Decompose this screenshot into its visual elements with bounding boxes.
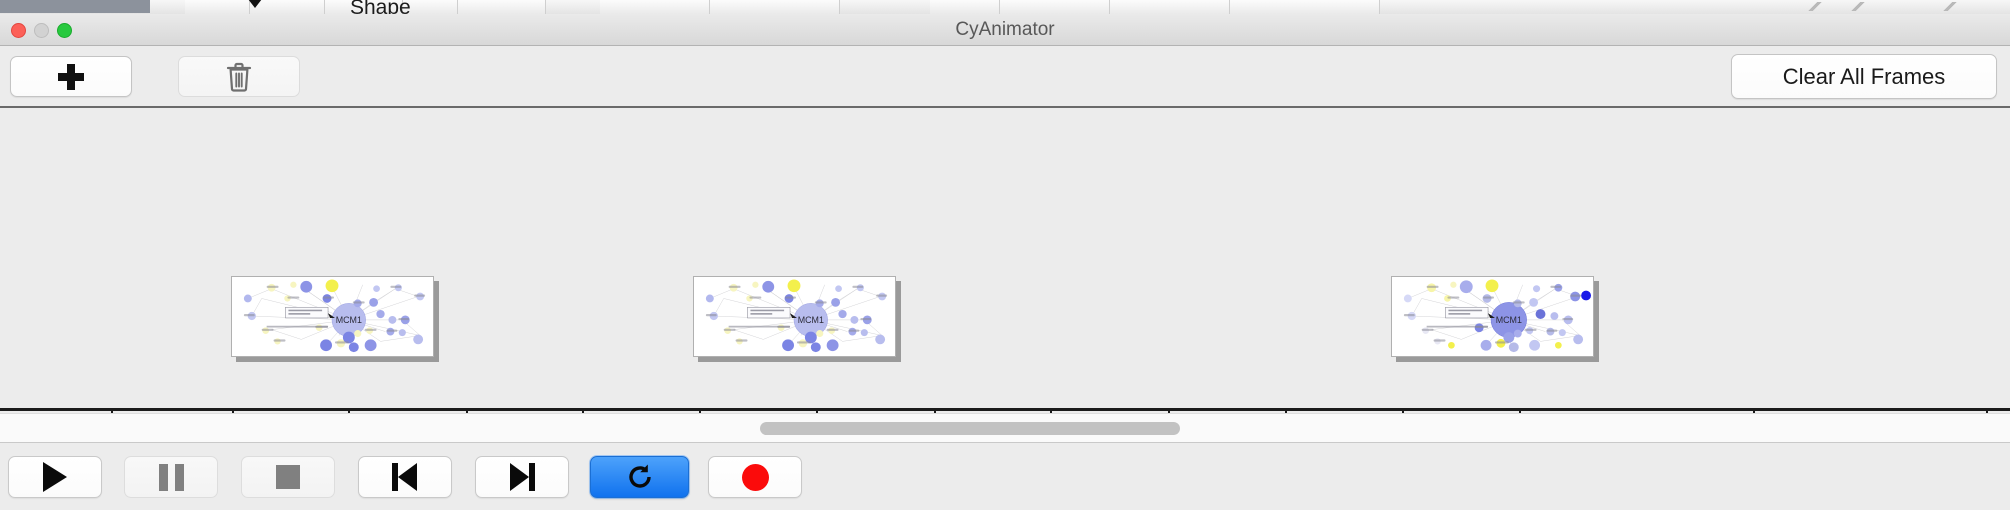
axis-tick-minor	[1986, 411, 1988, 413]
minimize-button[interactable]	[34, 23, 49, 38]
background-window-label: Shape	[350, 0, 411, 15]
resize-grip-icon-2	[1848, 2, 1866, 11]
traffic-lights	[11, 23, 72, 38]
clear-all-frames-button[interactable]: Clear All Frames	[1731, 54, 1997, 99]
window-title: CyAnimator	[955, 19, 1055, 40]
timeline-axis-line	[0, 408, 2010, 411]
stop-icon	[276, 465, 300, 489]
thumbnail-image: MCM1	[231, 276, 434, 357]
frame-thumbnail-2[interactable]: MCM1	[693, 276, 901, 362]
close-button[interactable]	[11, 23, 26, 38]
axis-tick-minor	[1050, 411, 1052, 413]
thumbnail-image: MCM1	[693, 276, 896, 357]
resize-grip-icon-3	[1940, 2, 1958, 11]
network-graph-pale: MCM1	[243, 279, 426, 353]
record-icon	[741, 463, 769, 491]
axis-tick-minor	[1519, 411, 1521, 413]
axis-tick-minor	[111, 411, 113, 413]
network-graph-pale-2: MCM1	[705, 279, 888, 353]
background-cursor-icon	[248, 0, 262, 8]
pause-button[interactable]	[124, 456, 218, 498]
axis-tick-minor	[816, 411, 818, 413]
network-graph-saturated: MCM1	[1403, 279, 1592, 353]
maximize-button[interactable]	[57, 23, 72, 38]
axis-tick-major	[232, 411, 234, 413]
axis-tick-major	[1402, 411, 1404, 413]
loop-icon	[628, 464, 651, 488]
frame-thumbnail-1[interactable]: MCM1	[231, 276, 439, 362]
skip-back-button[interactable]	[358, 456, 452, 498]
toolbar: Clear All Frames	[0, 46, 2010, 108]
axis-tick-major	[1168, 411, 1170, 413]
frames-timeline-panel[interactable]: MCM1	[0, 108, 2010, 413]
timeline-scrollbar[interactable]	[0, 413, 2010, 443]
axis-tick-minor	[582, 411, 584, 413]
axis-tick-major	[466, 411, 468, 413]
skip-back-icon	[392, 463, 418, 491]
svg-text:MCM1: MCM1	[798, 315, 824, 325]
axis-tick-minor	[348, 411, 350, 413]
delete-frame-button[interactable]	[178, 56, 300, 97]
play-button[interactable]	[8, 456, 102, 498]
svg-text:MCM1: MCM1	[1496, 315, 1522, 325]
thumbnail-image: MCM1	[1391, 276, 1594, 357]
playback-controls: Animation Speed:	[0, 444, 2010, 510]
axis-tick-major	[699, 411, 701, 413]
skip-forward-button[interactable]	[475, 456, 569, 498]
record-button[interactable]	[708, 456, 802, 498]
play-icon	[43, 462, 67, 492]
axis-tick-minor	[1285, 411, 1287, 413]
background-window-strip: Shape	[0, 0, 2010, 15]
frame-thumbnail-3[interactable]: MCM1	[1391, 276, 1599, 362]
background-window-cells	[0, 0, 2010, 14]
pause-icon	[158, 463, 184, 491]
background-window-titlebar	[0, 0, 150, 13]
timeline-scrollbar-thumb[interactable]	[760, 422, 1180, 435]
axis-tick-minor	[1753, 411, 1755, 413]
window-titlebar: CyAnimator	[0, 14, 2010, 46]
axis-tick-major	[934, 411, 936, 413]
skip-forward-icon	[509, 463, 535, 491]
stop-button[interactable]	[241, 456, 335, 498]
plus-icon	[58, 63, 84, 90]
add-frame-button[interactable]	[10, 56, 132, 97]
resize-grip-icon	[1805, 2, 1823, 11]
loop-button[interactable]	[590, 456, 689, 498]
trash-icon	[226, 62, 252, 92]
svg-text:MCM1: MCM1	[336, 315, 362, 325]
